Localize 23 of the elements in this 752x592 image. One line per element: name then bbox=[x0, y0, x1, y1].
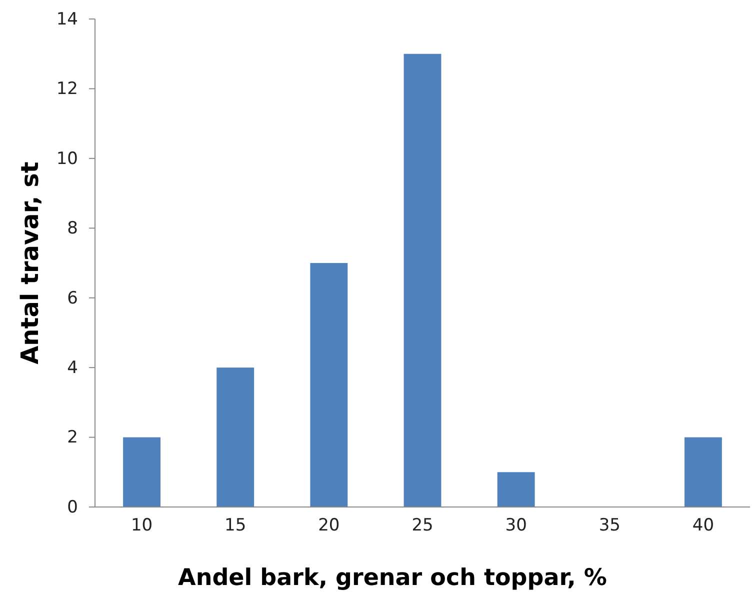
x-tick-label: 15 bbox=[224, 515, 246, 536]
bar bbox=[404, 54, 442, 507]
y-tick-label: 14 bbox=[56, 9, 78, 30]
y-tick-label: 0 bbox=[67, 497, 78, 518]
x-axis-title: Andel bark, grenar och toppar, % bbox=[178, 565, 607, 591]
bar bbox=[123, 437, 160, 507]
bar bbox=[216, 368, 254, 507]
x-tick-label: 40 bbox=[692, 515, 714, 536]
y-tick-label: 4 bbox=[67, 358, 78, 378]
y-axis-title: Antal travar, st bbox=[16, 162, 44, 364]
bar bbox=[310, 263, 348, 507]
x-tick-label: 35 bbox=[598, 515, 620, 536]
bar bbox=[684, 437, 722, 507]
y-tick-label: 10 bbox=[56, 148, 78, 169]
y-tick-label: 12 bbox=[56, 79, 78, 100]
x-tick-label: 10 bbox=[130, 515, 153, 536]
bar bbox=[497, 472, 535, 507]
y-tick-label: 8 bbox=[67, 218, 78, 239]
x-tick-label: 25 bbox=[412, 515, 434, 536]
x-tick-label: 20 bbox=[318, 515, 340, 536]
y-tick-label: 2 bbox=[67, 428, 78, 448]
y-tick-label: 6 bbox=[67, 288, 78, 308]
x-tick-label: 30 bbox=[505, 515, 527, 536]
